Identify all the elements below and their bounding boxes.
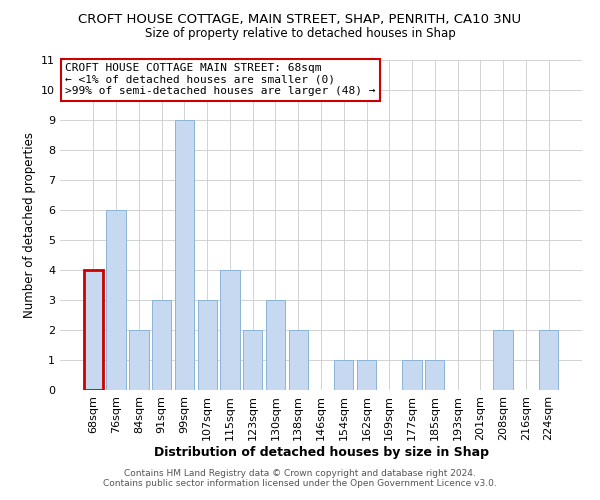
Bar — [493, 330, 513, 390]
Bar — [152, 300, 172, 390]
Bar — [266, 300, 285, 390]
Bar — [175, 120, 194, 390]
Bar — [106, 210, 126, 390]
Bar — [197, 300, 217, 390]
Bar — [403, 360, 422, 390]
Bar — [357, 360, 376, 390]
Text: CROFT HOUSE COTTAGE, MAIN STREET, SHAP, PENRITH, CA10 3NU: CROFT HOUSE COTTAGE, MAIN STREET, SHAP, … — [79, 12, 521, 26]
Text: Contains public sector information licensed under the Open Government Licence v3: Contains public sector information licen… — [103, 478, 497, 488]
Bar — [84, 270, 103, 390]
Text: Contains HM Land Registry data © Crown copyright and database right 2024.: Contains HM Land Registry data © Crown c… — [124, 468, 476, 477]
Bar — [425, 360, 445, 390]
Bar — [289, 330, 308, 390]
Bar — [220, 270, 239, 390]
Bar — [539, 330, 558, 390]
X-axis label: Distribution of detached houses by size in Shap: Distribution of detached houses by size … — [154, 446, 488, 458]
Y-axis label: Number of detached properties: Number of detached properties — [23, 132, 35, 318]
Bar — [334, 360, 353, 390]
Bar — [129, 330, 149, 390]
Text: CROFT HOUSE COTTAGE MAIN STREET: 68sqm
← <1% of detached houses are smaller (0)
: CROFT HOUSE COTTAGE MAIN STREET: 68sqm ←… — [65, 64, 376, 96]
Bar — [243, 330, 262, 390]
Text: Size of property relative to detached houses in Shap: Size of property relative to detached ho… — [145, 28, 455, 40]
